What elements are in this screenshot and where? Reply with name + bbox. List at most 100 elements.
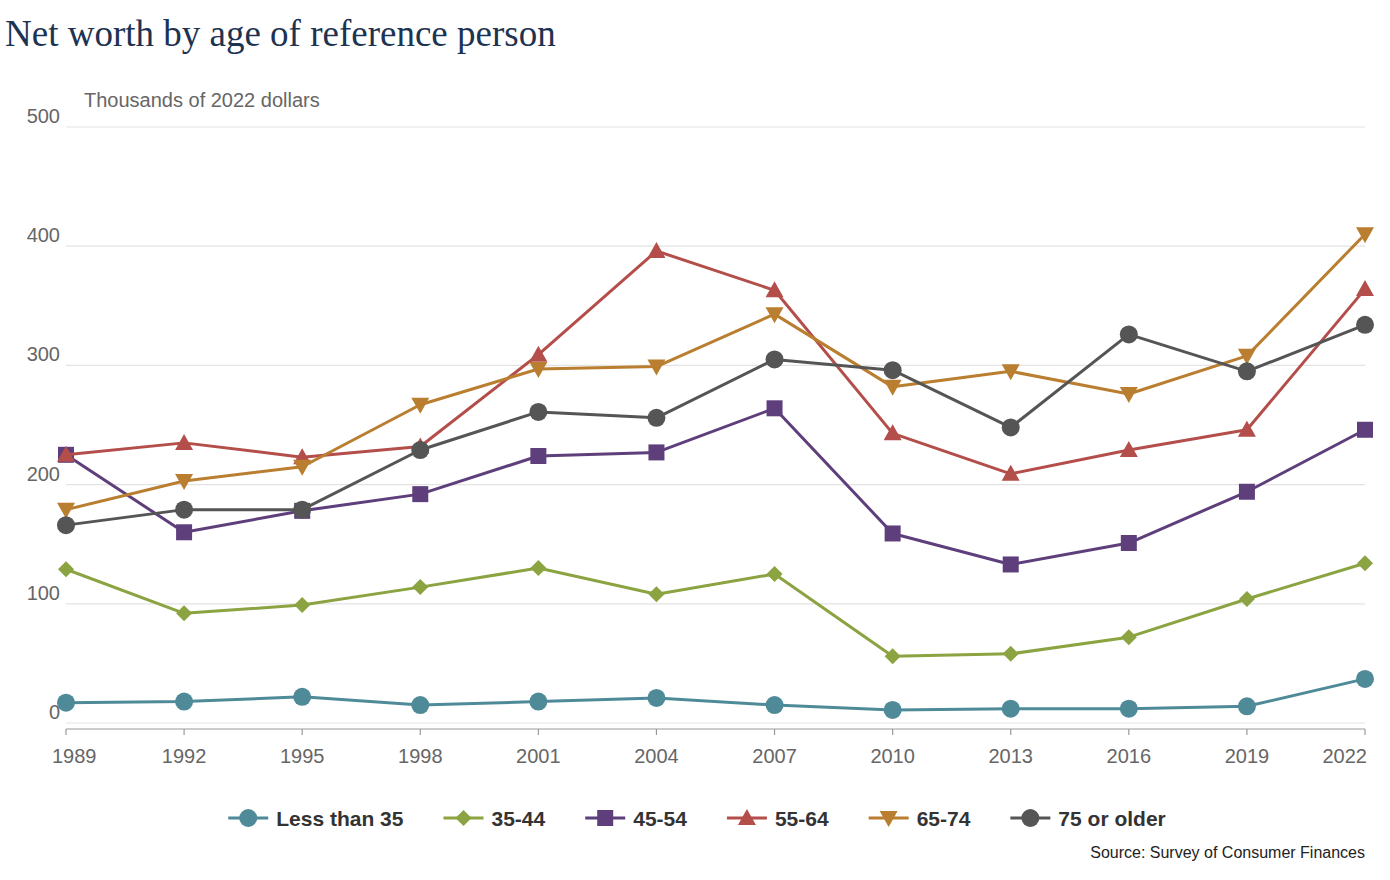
- point: [411, 441, 429, 459]
- point: [175, 501, 193, 519]
- y-tick-label: 500: [27, 105, 60, 127]
- point: [648, 586, 664, 602]
- y-axis-range: [66, 127, 67, 729]
- series: [58, 400, 1373, 572]
- grid-line: [66, 722, 1365, 723]
- point: [175, 434, 193, 450]
- x-tick: [183, 729, 184, 735]
- point: [884, 424, 902, 440]
- grid-line: [66, 484, 1365, 485]
- point: [1120, 325, 1138, 343]
- legend-label: 35-44: [491, 807, 545, 830]
- x-tick: [1128, 729, 1129, 735]
- point: [529, 362, 547, 378]
- series-line: [66, 251, 1365, 474]
- grid-line: [66, 246, 1365, 247]
- grid-line: [66, 365, 1365, 366]
- chart: Net worth by age of reference personThou…: [0, 0, 1390, 880]
- point: [766, 281, 784, 297]
- point: [293, 501, 311, 519]
- legend-item: 55-64: [727, 807, 829, 830]
- legend-marker: [239, 809, 257, 827]
- legend-label: 65-74: [917, 807, 971, 830]
- point: [1003, 556, 1019, 572]
- point: [648, 444, 664, 460]
- y-tick-label: 400: [27, 224, 60, 246]
- point: [530, 448, 546, 464]
- plot-area: [57, 227, 1374, 719]
- legend-item: 35-44: [443, 807, 545, 830]
- x-tick: [1364, 729, 1365, 735]
- point: [57, 446, 75, 462]
- x-tick-label: 1998: [398, 745, 443, 767]
- point: [412, 486, 428, 502]
- series-line: [66, 563, 1365, 656]
- point: [176, 605, 192, 621]
- series-line: [66, 679, 1365, 710]
- series: [58, 555, 1373, 664]
- x-tick-label: 2010: [870, 745, 915, 767]
- point: [885, 525, 901, 541]
- x-tick: [1010, 729, 1011, 735]
- x-tick-label: 2001: [516, 745, 561, 767]
- point: [411, 398, 429, 414]
- point: [1357, 422, 1373, 438]
- y-tick-label: 200: [27, 463, 60, 485]
- legend-label: 75 or older: [1058, 807, 1165, 830]
- x-axis: [66, 728, 1365, 729]
- point: [1239, 484, 1255, 500]
- point: [411, 696, 429, 714]
- point: [1121, 535, 1137, 551]
- point: [57, 694, 75, 712]
- point: [766, 307, 784, 323]
- point: [1357, 555, 1373, 571]
- point: [1356, 280, 1374, 296]
- point: [766, 350, 784, 368]
- point: [176, 524, 192, 540]
- point: [529, 693, 547, 711]
- legend-label: Less than 35: [276, 807, 404, 830]
- point: [1120, 441, 1138, 457]
- x-tick-label: 1992: [162, 745, 207, 767]
- point: [412, 579, 428, 595]
- point: [1356, 316, 1374, 334]
- x-tick: [420, 729, 421, 735]
- x-tick: [1246, 729, 1247, 735]
- point: [1356, 670, 1374, 688]
- point: [293, 688, 311, 706]
- point: [57, 516, 75, 534]
- point: [767, 566, 783, 582]
- point: [647, 689, 665, 707]
- legend-marker: [1021, 809, 1039, 827]
- legend-item: Less than 35: [228, 807, 404, 830]
- grid-line: [66, 126, 1365, 127]
- x-tick-label: 2022: [1323, 745, 1368, 767]
- x-tick: [656, 729, 657, 735]
- point: [529, 403, 547, 421]
- series: [57, 316, 1374, 534]
- x-tick: [538, 729, 539, 735]
- series-line: [66, 325, 1365, 525]
- point: [1002, 418, 1020, 436]
- x-tick: [65, 729, 66, 735]
- point: [294, 597, 310, 613]
- y-tick-label: 100: [27, 582, 60, 604]
- legend-item: 45-54: [585, 807, 687, 830]
- point: [293, 460, 311, 476]
- x-tick-label: 2019: [1225, 745, 1270, 767]
- source: Source: Survey of Consumer Finances: [1090, 844, 1365, 861]
- point: [530, 560, 546, 576]
- point: [1002, 465, 1020, 481]
- point: [884, 380, 902, 396]
- legend-marker: [597, 810, 613, 826]
- point: [1238, 421, 1256, 437]
- point: [1120, 700, 1138, 718]
- point: [58, 561, 74, 577]
- series: [57, 242, 1374, 481]
- legend-label: 45-54: [633, 807, 687, 830]
- point: [1239, 591, 1255, 607]
- y-tick-label: 300: [27, 343, 60, 365]
- point: [1002, 700, 1020, 718]
- x-tick-label: 2007: [752, 745, 797, 767]
- point: [647, 242, 665, 258]
